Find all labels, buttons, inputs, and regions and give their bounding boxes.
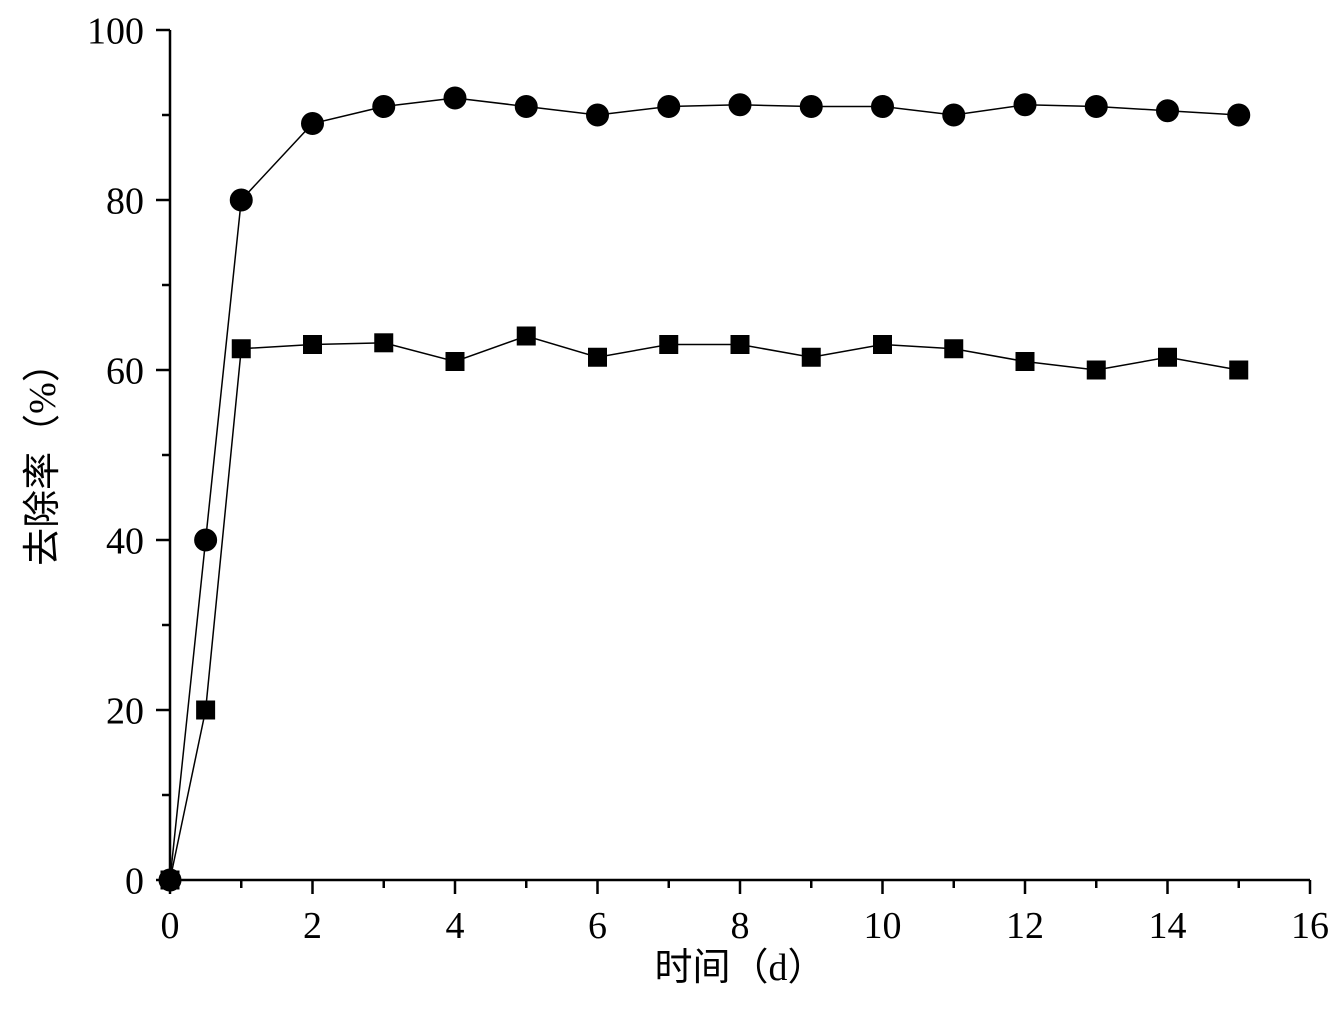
marker-circle [1157, 100, 1179, 122]
marker-circle [195, 529, 217, 551]
marker-square [731, 336, 749, 354]
y-tick-label: 60 [106, 350, 144, 392]
marker-circle [1228, 104, 1250, 126]
marker-circle [587, 104, 609, 126]
marker-square [1087, 361, 1105, 379]
x-tick-label: 14 [1149, 905, 1187, 947]
x-tick-label: 2 [303, 905, 322, 947]
marker-circle [729, 94, 751, 116]
x-tick-label: 0 [161, 905, 180, 947]
marker-circle [444, 87, 466, 109]
marker-circle [1085, 96, 1107, 118]
x-axis-label: 时间（d） [654, 947, 825, 989]
y-tick-label: 80 [106, 180, 144, 222]
marker-circle [1014, 94, 1036, 116]
marker-circle [800, 96, 822, 118]
marker-square [802, 348, 820, 366]
y-tick-label: 40 [106, 520, 144, 562]
marker-square [589, 348, 607, 366]
marker-circle [872, 96, 894, 118]
x-tick-label: 10 [864, 905, 902, 947]
marker-circle [230, 189, 252, 211]
marker-square [304, 336, 322, 354]
marker-square [375, 334, 393, 352]
y-tick-label: 0 [125, 860, 144, 902]
marker-circle [373, 96, 395, 118]
marker-circle [515, 96, 537, 118]
y-axis-label: 去除率（%） [22, 344, 64, 566]
marker-square [197, 701, 215, 719]
marker-square [232, 340, 250, 358]
marker-square [161, 871, 179, 889]
marker-square [1016, 353, 1034, 371]
x-tick-label: 16 [1291, 905, 1329, 947]
marker-square [945, 340, 963, 358]
y-tick-label: 20 [106, 690, 144, 732]
chart-svg: 0 2 4 6 8 10 12 14 16 0 20 40 60 80 100 时间（d） 去除率（%） [0, 0, 1341, 1011]
y-tick-label: 100 [87, 10, 144, 52]
marker-square [1159, 348, 1177, 366]
marker-circle [302, 113, 324, 135]
marker-square [1230, 361, 1248, 379]
chart-container: 0 2 4 6 8 10 12 14 16 0 20 40 60 80 100 时间（d） 去除率（%） [0, 0, 1341, 1011]
marker-square [517, 327, 535, 345]
marker-square [660, 336, 678, 354]
x-tick-label: 4 [446, 905, 465, 947]
x-tick-label: 6 [588, 905, 607, 947]
marker-square [874, 336, 892, 354]
marker-circle [658, 96, 680, 118]
x-tick-label: 12 [1006, 905, 1044, 947]
marker-square [446, 353, 464, 371]
x-tick-label: 8 [731, 905, 750, 947]
marker-circle [943, 104, 965, 126]
